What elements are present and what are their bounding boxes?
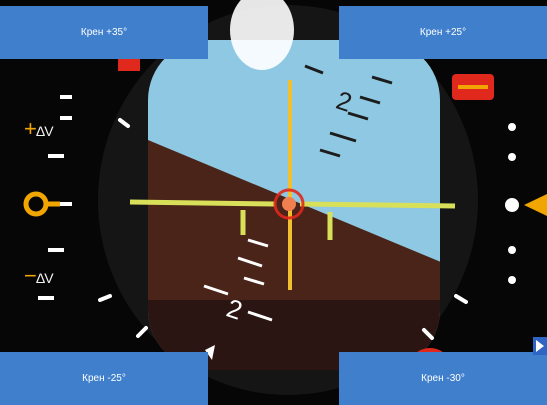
roll-minus-25-button[interactable]: Крен -25°: [0, 352, 208, 405]
center-reticle-dot: [282, 197, 296, 211]
speed-decrease-label: −ΔV: [24, 263, 54, 289]
pitch-tick: [319, 148, 341, 158]
play-arrow-glyph: [536, 340, 544, 352]
scale-dot: [508, 153, 516, 161]
bank-tick: [136, 326, 148, 338]
play-triangle: [536, 340, 544, 352]
speed-scale-left: [23, 95, 72, 300]
scale-dot: [508, 276, 516, 284]
speed-increase-label: +ΔV: [24, 116, 54, 142]
wing-right: [299, 201, 456, 209]
pitch-tick: [371, 75, 393, 85]
scale-dot: [508, 246, 516, 254]
bank-tick: [454, 294, 468, 304]
delta-v-text: ΔV: [35, 270, 54, 286]
delta-v-text: ΔV: [35, 123, 54, 139]
roll-plus-25-button[interactable]: Крен +25°: [339, 6, 547, 59]
roll-plus-35-button[interactable]: Крен +35°: [0, 6, 208, 59]
bank-scale-ticks: [98, 118, 468, 340]
roll-minus-30-button[interactable]: Крен -30°: [339, 352, 547, 405]
pitch-tick: [247, 310, 273, 322]
pitch-tick: [347, 111, 369, 121]
pitch-tick: [203, 284, 229, 296]
pitch-tick: [304, 64, 324, 75]
bank-pointer-left: [205, 345, 215, 360]
bank-tick: [422, 328, 434, 340]
plus-sign: +: [24, 116, 37, 141]
wing-left: [129, 199, 276, 207]
lower-pitch-ticks: [203, 238, 273, 322]
pitch-tick: [237, 256, 263, 268]
scale-dot: [505, 198, 519, 212]
upper-pitch-ticks: [304, 64, 393, 158]
bank-tick: [98, 294, 112, 302]
red-tab-left: [118, 59, 140, 71]
lamp-glare: [230, 0, 294, 70]
bank-tick: [118, 118, 130, 128]
right-scale-dots: [505, 123, 519, 284]
right-index-pointer: [524, 194, 547, 216]
pitch-tick: [247, 238, 269, 248]
pitch-tick: [359, 95, 381, 105]
minus-sign: −: [24, 263, 37, 288]
aircraft-symbol: [129, 80, 456, 290]
center-reticle-ring: [273, 188, 305, 220]
pitch-tick: [329, 131, 357, 143]
pitch-tick: [243, 276, 265, 286]
play-arrow-icon[interactable]: [533, 337, 547, 355]
scale-dot: [508, 123, 516, 131]
